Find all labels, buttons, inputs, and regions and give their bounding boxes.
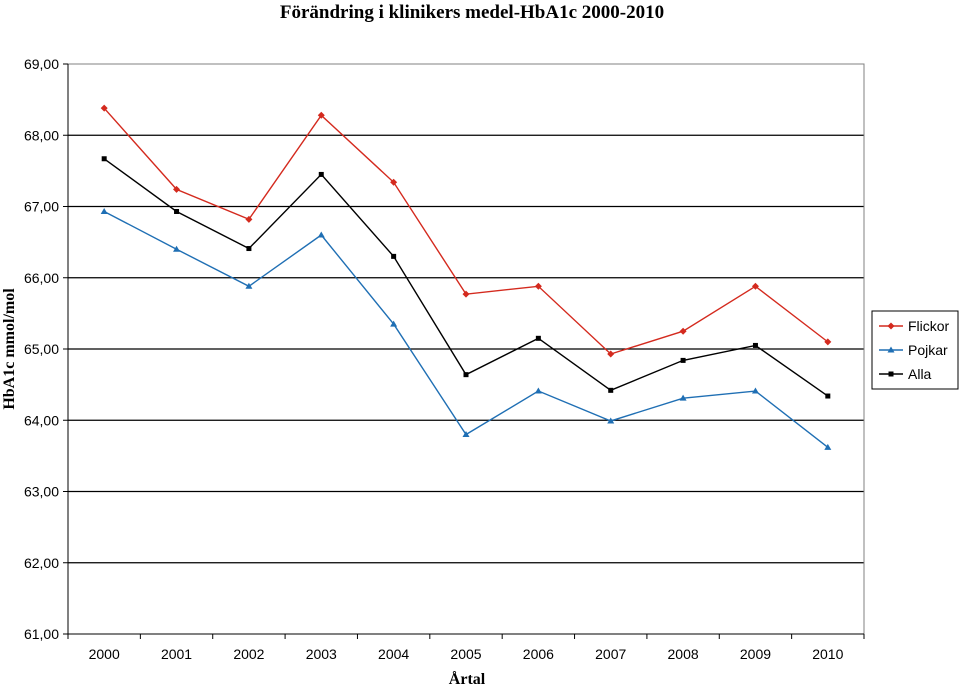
y-axis: 61,00 62,00 63,00 64,00 65,00 66,00 67,00 68,00… <box>24 56 69 642</box>
legend-label-pojkar: Pojkar <box>908 342 948 358</box>
x-tick-label: 2001 <box>161 646 192 662</box>
series-line-pojkar <box>103 210 829 448</box>
data-point-pojkar <box>245 282 253 289</box>
data-point-alla <box>825 393 831 399</box>
data-point-flickor <box>462 290 470 298</box>
data-point-alla <box>752 342 758 348</box>
data-point-pojkar <box>751 387 759 394</box>
legend-label-flickor: Flickor <box>908 318 950 334</box>
y-tick-label: 64,00 <box>24 412 59 428</box>
data-point-pojkar <box>317 231 325 238</box>
x-tick-label: 2007 <box>595 646 626 662</box>
legend-marker-alla <box>888 371 894 377</box>
x-tick-label: 2006 <box>523 646 554 662</box>
data-point-flickor <box>317 111 325 119</box>
chart-title: Förändring i klinikers medel-HbA1c 2000-… <box>280 2 664 23</box>
x-axis: 2000 2001 2002 2003 2004 2005 2006 2007 2008 2009… <box>67 633 865 662</box>
series-pojkar <box>100 207 832 450</box>
data-point-pojkar <box>462 431 470 437</box>
series-alla <box>101 156 831 399</box>
grid-lines <box>68 134 864 564</box>
x-tick-label: 2003 <box>306 646 337 662</box>
y-tick-label: 62,00 <box>24 555 59 571</box>
data-point-flickor <box>751 282 759 290</box>
data-point-alla <box>463 372 469 378</box>
data-point-alla <box>174 208 180 214</box>
x-tick-label: 2000 <box>89 646 120 662</box>
data-point-pojkar <box>173 245 181 252</box>
x-axis-title: Årtal <box>449 670 486 688</box>
x-tick-label: 2004 <box>378 646 409 662</box>
data-point-flickor <box>824 338 832 346</box>
data-point-alla <box>535 335 541 341</box>
data-point-alla <box>318 171 324 177</box>
data-point-alla <box>391 253 397 259</box>
series-line-flickor <box>103 107 829 355</box>
data-point-flickor <box>173 185 181 193</box>
x-tick-label: 2002 <box>233 646 264 662</box>
y-tick-label: 69,00 <box>24 56 59 72</box>
x-tick-label: 2005 <box>450 646 481 662</box>
data-point-flickor <box>534 282 542 290</box>
legend-marker-flickor <box>887 322 895 330</box>
y-tick-label: 67,00 <box>24 199 59 215</box>
legend-marker-pojkar <box>887 346 895 353</box>
x-tick-label: 2008 <box>668 646 699 662</box>
data-point-flickor <box>245 215 253 223</box>
y-tick-label: 66,00 <box>24 270 59 286</box>
data-point-pojkar <box>679 394 687 401</box>
data-point-alla <box>608 387 614 393</box>
x-tick-label: 2010 <box>812 646 843 662</box>
x-tick-label: 2009 <box>740 646 771 662</box>
series-flickor <box>100 104 832 358</box>
data-point-pojkar <box>100 207 108 214</box>
series-group <box>100 104 832 450</box>
y-tick-label: 61,00 <box>24 626 59 642</box>
legend-label-alla: Alla <box>908 366 932 382</box>
data-point-flickor <box>679 327 687 335</box>
data-point-flickor <box>607 350 615 358</box>
data-point-pojkar <box>390 320 398 327</box>
data-point-pojkar <box>534 387 542 394</box>
data-point-pojkar <box>824 443 832 450</box>
y-tick-label: 63,00 <box>24 484 59 500</box>
data-point-pojkar <box>607 417 615 424</box>
y-tick-label: 68,00 <box>24 127 59 143</box>
y-tick-label: 65,00 <box>24 341 59 357</box>
y-axis-title: HbA1c mmol/mol <box>1 288 18 410</box>
data-point-alla <box>246 246 252 252</box>
data-point-alla <box>680 357 686 363</box>
data-point-flickor <box>100 104 108 112</box>
data-point-flickor <box>390 178 398 186</box>
data-point-alla <box>101 156 107 162</box>
legend: Flickor Pojkar Alla <box>871 310 959 390</box>
